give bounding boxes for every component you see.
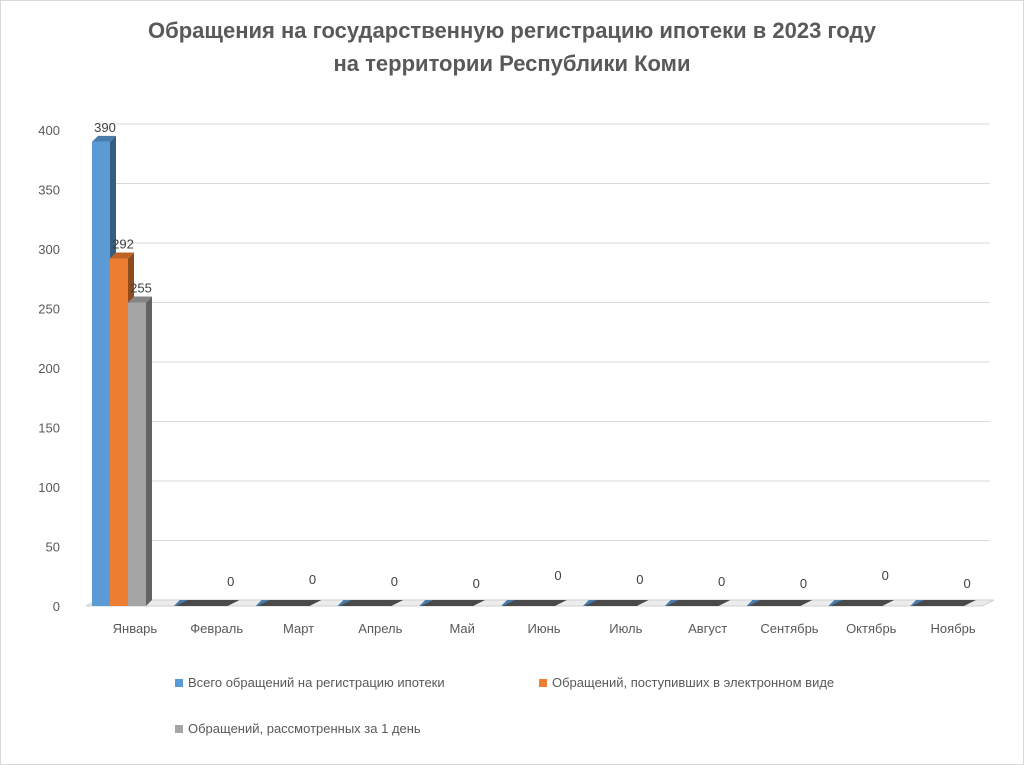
- zero-bar-slab: [584, 600, 649, 606]
- data-label: 0: [554, 568, 561, 583]
- x-tick-label: Август: [688, 621, 727, 636]
- zero-bar-slab: [912, 600, 976, 606]
- x-tick-label: Май: [449, 621, 474, 636]
- data-label: 0: [309, 572, 316, 587]
- y-tick-label: 350: [38, 183, 60, 198]
- data-label: 0: [963, 576, 970, 591]
- bars: [92, 135, 976, 606]
- x-tick-label: Апрель: [358, 621, 402, 636]
- zero-bar-slab: [421, 600, 486, 606]
- zero-bar-slab: [503, 600, 567, 606]
- y-tick-label: 100: [38, 480, 60, 495]
- zero-bar-slab: [339, 600, 404, 606]
- x-axis-ticks: Январь Февраль Март Апрель Май Июнь Июль Август…: [113, 621, 976, 636]
- x-tick-label: Сентябрь: [760, 621, 818, 636]
- zero-bar-slab: [257, 600, 322, 606]
- zero-bar-slab: [175, 600, 240, 606]
- data-label: 0: [636, 572, 643, 587]
- x-tick-label: Июнь: [527, 621, 560, 636]
- zero-bar-slab: [666, 600, 731, 606]
- data-label: 0: [227, 574, 234, 589]
- y-tick-label: 150: [38, 421, 60, 436]
- data-label: 0: [882, 568, 889, 583]
- x-tick-label: Март: [283, 621, 314, 636]
- y-tick-label: 250: [38, 302, 60, 317]
- y-tick-label: 0: [53, 599, 60, 614]
- data-label: 0: [800, 576, 807, 591]
- data-label: 292: [112, 237, 134, 252]
- x-tick-label: Октябрь: [846, 621, 897, 636]
- x-tick-label: Июль: [609, 621, 642, 636]
- x-tick-label: Ноябрь: [931, 621, 976, 636]
- bar: [128, 296, 152, 606]
- zero-bar-slab: [830, 600, 895, 606]
- y-axis-ticks: 0 50 100 150 200 250 300 350 400: [38, 123, 60, 614]
- data-label: 390: [94, 120, 116, 135]
- gridlines: [102, 123, 990, 541]
- x-tick-label: Январь: [113, 621, 158, 636]
- data-label: 255: [130, 281, 152, 296]
- y-tick-label: 400: [38, 123, 60, 138]
- data-label: 0: [391, 574, 398, 589]
- y-tick-label: 50: [46, 540, 60, 555]
- zero-bar-slab: [748, 600, 813, 606]
- chart-title-line-2: на территории Республики Коми: [333, 51, 691, 76]
- y-tick-label: 200: [38, 361, 60, 376]
- chart-title: Обращения на государственную регистрацию…: [0, 14, 1024, 80]
- data-label: 0: [473, 576, 480, 591]
- x-tick-label: Февраль: [190, 621, 243, 636]
- data-labels: 390 292 255 0 0 0 0 0 0 0 0 0 0: [94, 120, 971, 591]
- y-tick-label: 300: [38, 242, 60, 257]
- chart-title-line-1: Обращения на государственную регистрацию…: [148, 18, 876, 43]
- data-label: 0: [718, 574, 725, 589]
